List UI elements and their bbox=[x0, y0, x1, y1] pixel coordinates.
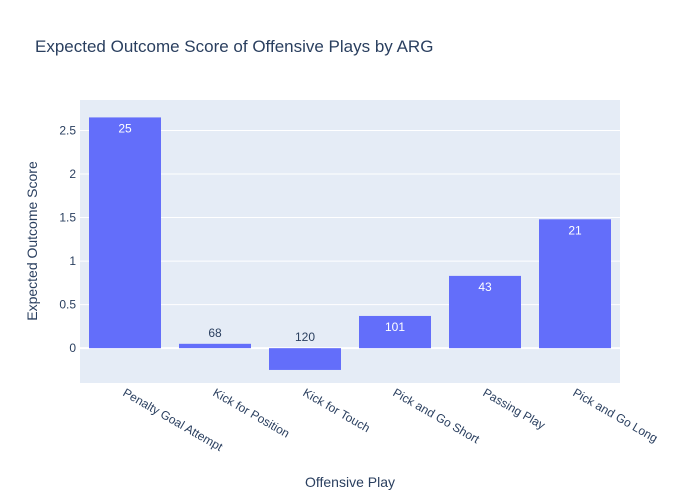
plot-area bbox=[80, 100, 620, 383]
bar-value-label: 25 bbox=[118, 121, 132, 135]
gridlines bbox=[80, 129, 620, 350]
bar bbox=[179, 343, 251, 349]
bar-value-label: 68 bbox=[208, 326, 222, 340]
y-tick-label: 0 bbox=[69, 341, 76, 355]
y-tick-label: 1.5 bbox=[59, 211, 76, 225]
y-tick-label: 2.5 bbox=[59, 123, 76, 137]
x-tick-label: Passing Play bbox=[481, 385, 548, 432]
x-tick-label: Pick and Go Long bbox=[571, 385, 661, 445]
bar-value-label: 120 bbox=[295, 330, 315, 344]
x-tick-label: Kick for Position bbox=[211, 385, 293, 440]
bar bbox=[89, 117, 161, 349]
bars bbox=[89, 117, 611, 370]
bar bbox=[269, 348, 341, 370]
bar bbox=[449, 275, 521, 349]
x-tick-label: Kick for Touch bbox=[301, 385, 373, 435]
bar-value-label: 21 bbox=[568, 223, 582, 237]
bar-value-label: 43 bbox=[478, 280, 492, 294]
chart-title: Expected Outcome Score of Offensive Play… bbox=[35, 37, 433, 56]
y-axis-ticks: 0 0.5 1 1.5 2 2.5 bbox=[59, 123, 76, 355]
y-tick-label: 1 bbox=[69, 254, 76, 268]
x-tick-label: Penalty Goal Attempt bbox=[121, 385, 226, 454]
bar bbox=[359, 315, 431, 349]
bar-value-label: 101 bbox=[385, 320, 405, 334]
y-tick-label: 0.5 bbox=[59, 298, 76, 312]
bar-labels: 25 68 120 101 43 21 bbox=[118, 121, 582, 344]
y-axis-title: Expected Outcome Score bbox=[24, 161, 40, 321]
y-tick-label: 2 bbox=[69, 167, 76, 181]
bar bbox=[539, 219, 611, 349]
x-axis-title: Offensive Play bbox=[305, 474, 395, 490]
x-tick-label: Pick and Go Short bbox=[391, 385, 483, 446]
